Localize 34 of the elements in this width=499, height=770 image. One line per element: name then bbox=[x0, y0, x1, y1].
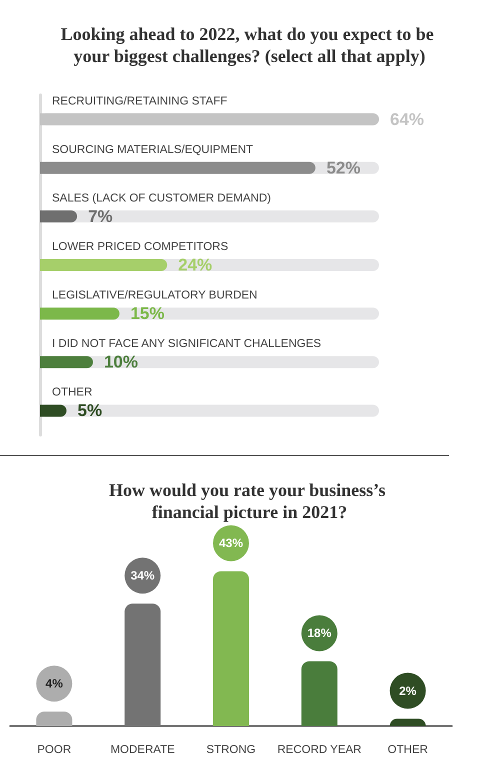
data-label: 4% bbox=[46, 676, 64, 691]
x-tick-label: MODERATE bbox=[110, 744, 176, 756]
bar bbox=[213, 571, 249, 726]
category-label: LOWER PRICED COMPETITORS bbox=[52, 241, 228, 253]
data-label: 24% bbox=[178, 256, 212, 274]
bar bbox=[124, 604, 161, 726]
data-label: 34% bbox=[130, 568, 155, 583]
x-tick-label: RECORD YEAR bbox=[277, 744, 362, 756]
data-label: 7% bbox=[88, 206, 113, 226]
bar bbox=[40, 356, 93, 368]
chart-title: How would you rate your business’s financial picture in 2021? bbox=[108, 480, 390, 522]
x-tick-label: POOR bbox=[37, 744, 72, 756]
bar bbox=[301, 661, 338, 726]
category-label: RECRUITING/RETAINING STAFF bbox=[52, 95, 228, 108]
category-label: OTHER bbox=[52, 386, 92, 399]
bar bbox=[40, 404, 66, 417]
bar bbox=[40, 308, 120, 320]
data-label: 64% bbox=[390, 110, 424, 129]
category-label: LEGISLATIVE/REGULATORY BURDEN bbox=[52, 290, 258, 302]
data-label: 43% bbox=[218, 536, 244, 550]
data-label: 10% bbox=[104, 352, 138, 372]
x-tick-label: OTHER bbox=[388, 744, 428, 756]
data-label: 52% bbox=[326, 158, 360, 178]
data-label: 18% bbox=[307, 626, 332, 640]
bar bbox=[40, 210, 78, 222]
data-label: 15% bbox=[130, 304, 164, 324]
category-label: I DID NOT FACE ANY SIGNIFICANT CHALLENGES bbox=[52, 338, 322, 350]
x-tick-label: STRONG bbox=[206, 744, 256, 756]
bar bbox=[36, 712, 72, 726]
chart-title: Looking ahead to 2022, what do you expect to be your biggest challenges? (select all that apply) bbox=[60, 24, 438, 66]
data-label: 5% bbox=[77, 401, 102, 420]
data-label: 2% bbox=[399, 684, 417, 698]
category-label: SOURCING MATERIALS/EQUIPMENT bbox=[52, 144, 254, 156]
category-label: SALES (LACK OF CUSTOMER DEMAND) bbox=[52, 192, 271, 204]
